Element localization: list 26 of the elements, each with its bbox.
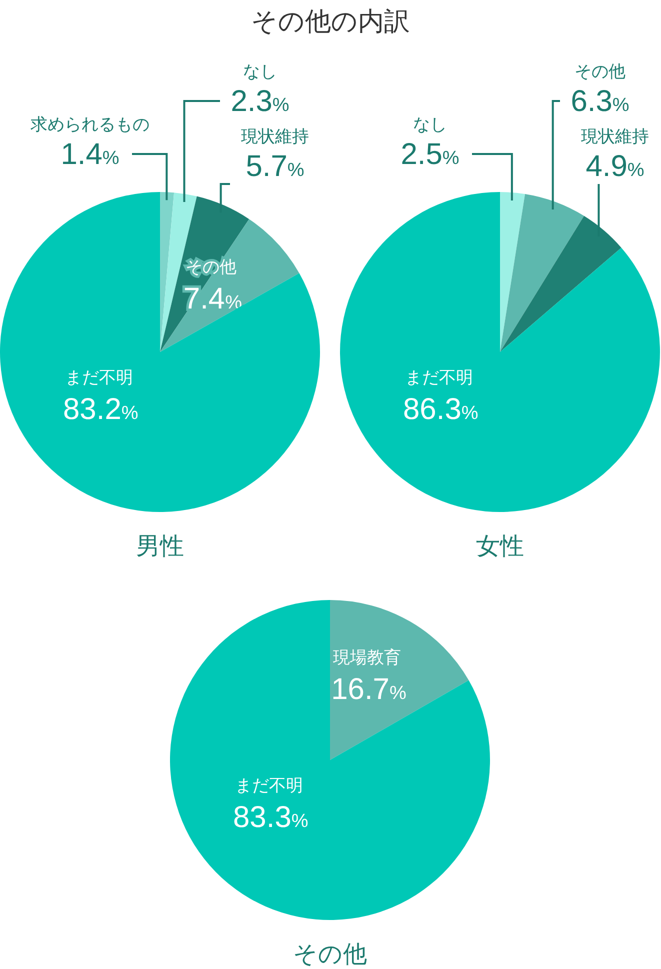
label: 求められるもの <box>30 115 150 134</box>
label: 現場教育 <box>333 648 402 667</box>
title: その他の内訳 <box>251 6 410 36</box>
value-label: 2.5% <box>400 138 460 171</box>
label: まだ不明 <box>65 368 133 387</box>
label: その他 <box>185 258 236 277</box>
label: まだ不明 <box>235 776 303 795</box>
label: なし <box>413 115 447 134</box>
value-label: 7.4% <box>183 282 242 316</box>
value-label: 86.3% <box>403 393 478 426</box>
value-label: 5.7% <box>246 150 304 183</box>
label: 現状維持 <box>241 127 309 146</box>
value-label: 2.3% <box>230 85 290 118</box>
value-label: 4.9% <box>586 150 644 183</box>
label: 現状維持 <box>581 127 649 146</box>
value-label: 6.3% <box>570 85 630 118</box>
label: まだ不明 <box>405 368 473 387</box>
label: なし <box>243 62 277 81</box>
value-label: 1.4% <box>60 138 120 171</box>
xlabel: 男性 <box>136 533 184 560</box>
xlabel: その他 <box>293 941 367 968</box>
value-label: 16.7% <box>331 672 406 706</box>
value-label: 83.2% <box>63 393 138 426</box>
xlabel: 女性 <box>476 533 524 560</box>
value-label: 83.3% <box>233 801 308 834</box>
label: その他 <box>574 62 626 81</box>
